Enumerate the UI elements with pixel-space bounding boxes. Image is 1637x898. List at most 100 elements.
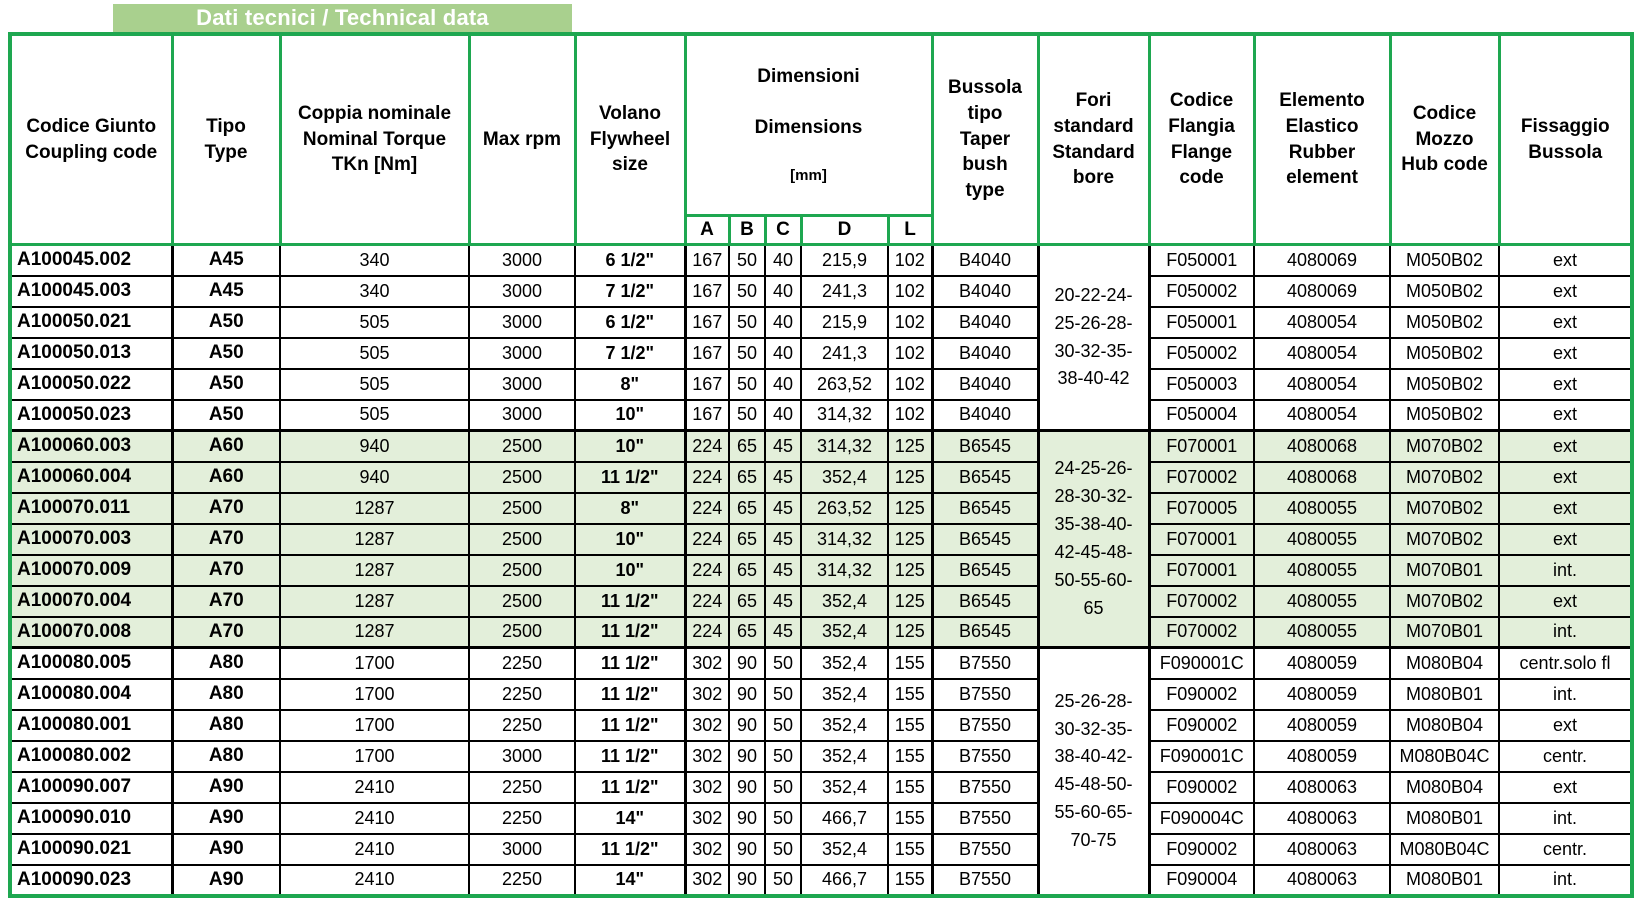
cell-fixing: ext — [1498, 305, 1634, 339]
table-row: A100060.003 A60 940 2500 10" 224 65 45 314,32 125… — [9, 429, 1634, 649]
cell-dim-b: 50 — [728, 274, 766, 308]
cell-rubber-element: 4080069 — [1253, 274, 1392, 308]
cell-dim-a: 224 — [683, 553, 730, 587]
cell-torque: 340 — [279, 274, 470, 308]
cell-hub-code: M080B01 — [1389, 801, 1501, 835]
cell-coupling-code: A100080.005 — [9, 646, 173, 680]
cell-type: A70 — [170, 522, 281, 556]
cell-max-rpm: 2250 — [468, 677, 576, 711]
cell-rubber-element: 4080063 — [1253, 832, 1392, 866]
cell-dim-l: 155 — [886, 770, 934, 804]
cell-flange-code: F050003 — [1148, 367, 1256, 401]
cell-dim-c: 45 — [764, 553, 802, 587]
cell-torque: 940 — [279, 460, 470, 494]
cell-rubber-element: 4080059 — [1253, 646, 1392, 680]
cell-dim-b: 90 — [728, 646, 766, 680]
cell-torque: 1287 — [279, 615, 470, 649]
cell-flywheel: 11 1/2" — [574, 584, 686, 618]
cell-flange-code: F070002 — [1148, 615, 1256, 649]
cell-fixing: ext — [1498, 367, 1634, 401]
col-header-dim-d: D — [800, 214, 890, 247]
cell-rubber-element: 4080055 — [1253, 553, 1392, 587]
cell-max-rpm: 2250 — [468, 646, 576, 680]
cell-flange-code: F050001 — [1148, 305, 1256, 339]
cell-bush-type: B4040 — [930, 336, 1040, 370]
cell-fixing: int. — [1498, 863, 1634, 897]
cell-dim-a: 167 — [683, 305, 730, 339]
cell-torque: 505 — [279, 336, 470, 370]
cell-flange-code: F090002 — [1148, 708, 1256, 742]
cell-coupling-code: A100050.022 — [9, 367, 173, 401]
cell-flywheel: 11 1/2" — [574, 646, 686, 680]
cell-type: A60 — [170, 460, 281, 494]
cell-torque: 2410 — [279, 832, 470, 866]
cell-fixing: ext — [1498, 770, 1634, 804]
cell-torque: 2410 — [279, 801, 470, 835]
col-header-max-rpm: Max rpm — [467, 32, 577, 247]
cell-dim-d: 215,9 — [800, 243, 889, 277]
cell-fixing: ext — [1498, 336, 1634, 370]
cell-max-rpm: 2500 — [468, 491, 576, 525]
cell-rubber-element: 4080063 — [1253, 863, 1392, 897]
cell-dim-c: 40 — [764, 274, 802, 308]
cell-dim-l: 102 — [886, 336, 934, 370]
cell-type: A80 — [170, 708, 281, 742]
cell-dim-l: 155 — [886, 863, 934, 897]
cell-dim-c: 40 — [764, 243, 802, 277]
cell-torque: 2410 — [279, 863, 470, 897]
cell-dim-d: 352,4 — [800, 677, 889, 711]
cell-coupling-code: A100045.002 — [9, 243, 173, 277]
col-header-standard-bore: Fori standard Standard bore — [1036, 32, 1151, 247]
cell-flywheel: 7 1/2" — [574, 336, 686, 370]
cell-type: A90 — [170, 832, 281, 866]
cell-rubber-element: 4080054 — [1253, 305, 1392, 339]
cell-max-rpm: 2250 — [468, 801, 576, 835]
cell-dim-l: 102 — [886, 398, 934, 432]
table-row: A100070.008 A70 1287 2500 11 1/2" 224 65 45 352,… — [9, 615, 1634, 649]
table-row: A100070.003 A70 1287 2500 10" 224 65 45 314,32 12… — [9, 522, 1634, 556]
cell-dim-l: 125 — [886, 491, 934, 525]
col-header-dim-b: B — [728, 214, 767, 247]
cell-dim-l: 155 — [886, 801, 934, 835]
cell-dim-c: 50 — [764, 863, 802, 897]
cell-coupling-code: A100090.010 — [9, 801, 173, 835]
cell-flywheel: 11 1/2" — [574, 739, 686, 773]
cell-fixing: ext — [1498, 398, 1634, 432]
cell-coupling-code: A100050.013 — [9, 336, 173, 370]
cell-hub-code: M050B02 — [1389, 274, 1501, 308]
cell-dim-d: 352,4 — [800, 708, 889, 742]
cell-dim-b: 65 — [728, 429, 766, 463]
cell-dim-c: 45 — [764, 429, 802, 463]
cell-type: A50 — [170, 398, 281, 432]
cell-dim-l: 125 — [886, 429, 934, 463]
cell-dim-d: 263,52 — [800, 367, 889, 401]
cell-fixing: int. — [1498, 553, 1634, 587]
cell-fixing: int. — [1498, 677, 1634, 711]
cell-dim-a: 167 — [683, 336, 730, 370]
cell-coupling-code: A100045.003 — [9, 274, 173, 308]
dimensions-label-en: Dimensions — [754, 116, 863, 138]
cell-torque: 1287 — [279, 522, 470, 556]
cell-dim-c: 50 — [764, 708, 802, 742]
cell-coupling-code: A100070.003 — [9, 522, 173, 556]
cell-fixing: centr. — [1498, 832, 1634, 866]
cell-dim-b: 50 — [728, 243, 766, 277]
cell-coupling-code: A100070.008 — [9, 615, 173, 649]
cell-bush-type: B6545 — [930, 553, 1040, 587]
cell-dim-a: 302 — [683, 677, 730, 711]
cell-dim-d: 466,7 — [800, 863, 889, 897]
cell-bush-type: B6545 — [930, 491, 1040, 525]
cell-type: A50 — [170, 336, 281, 370]
cell-dim-a: 302 — [683, 770, 730, 804]
cell-rubber-element: 4080055 — [1253, 491, 1392, 525]
cell-flange-code: F090001C — [1148, 646, 1256, 680]
cell-type: A70 — [170, 553, 281, 587]
cell-torque: 1287 — [279, 584, 470, 618]
cell-dim-b: 50 — [728, 336, 766, 370]
dimensions-unit: [mm] — [790, 167, 827, 185]
cell-dim-d: 352,4 — [800, 739, 889, 773]
cell-bush-type: B4040 — [930, 367, 1040, 401]
cell-coupling-code: A100090.007 — [9, 770, 173, 804]
cell-coupling-code: A100090.023 — [9, 863, 173, 897]
cell-coupling-code: A100090.021 — [9, 832, 173, 866]
